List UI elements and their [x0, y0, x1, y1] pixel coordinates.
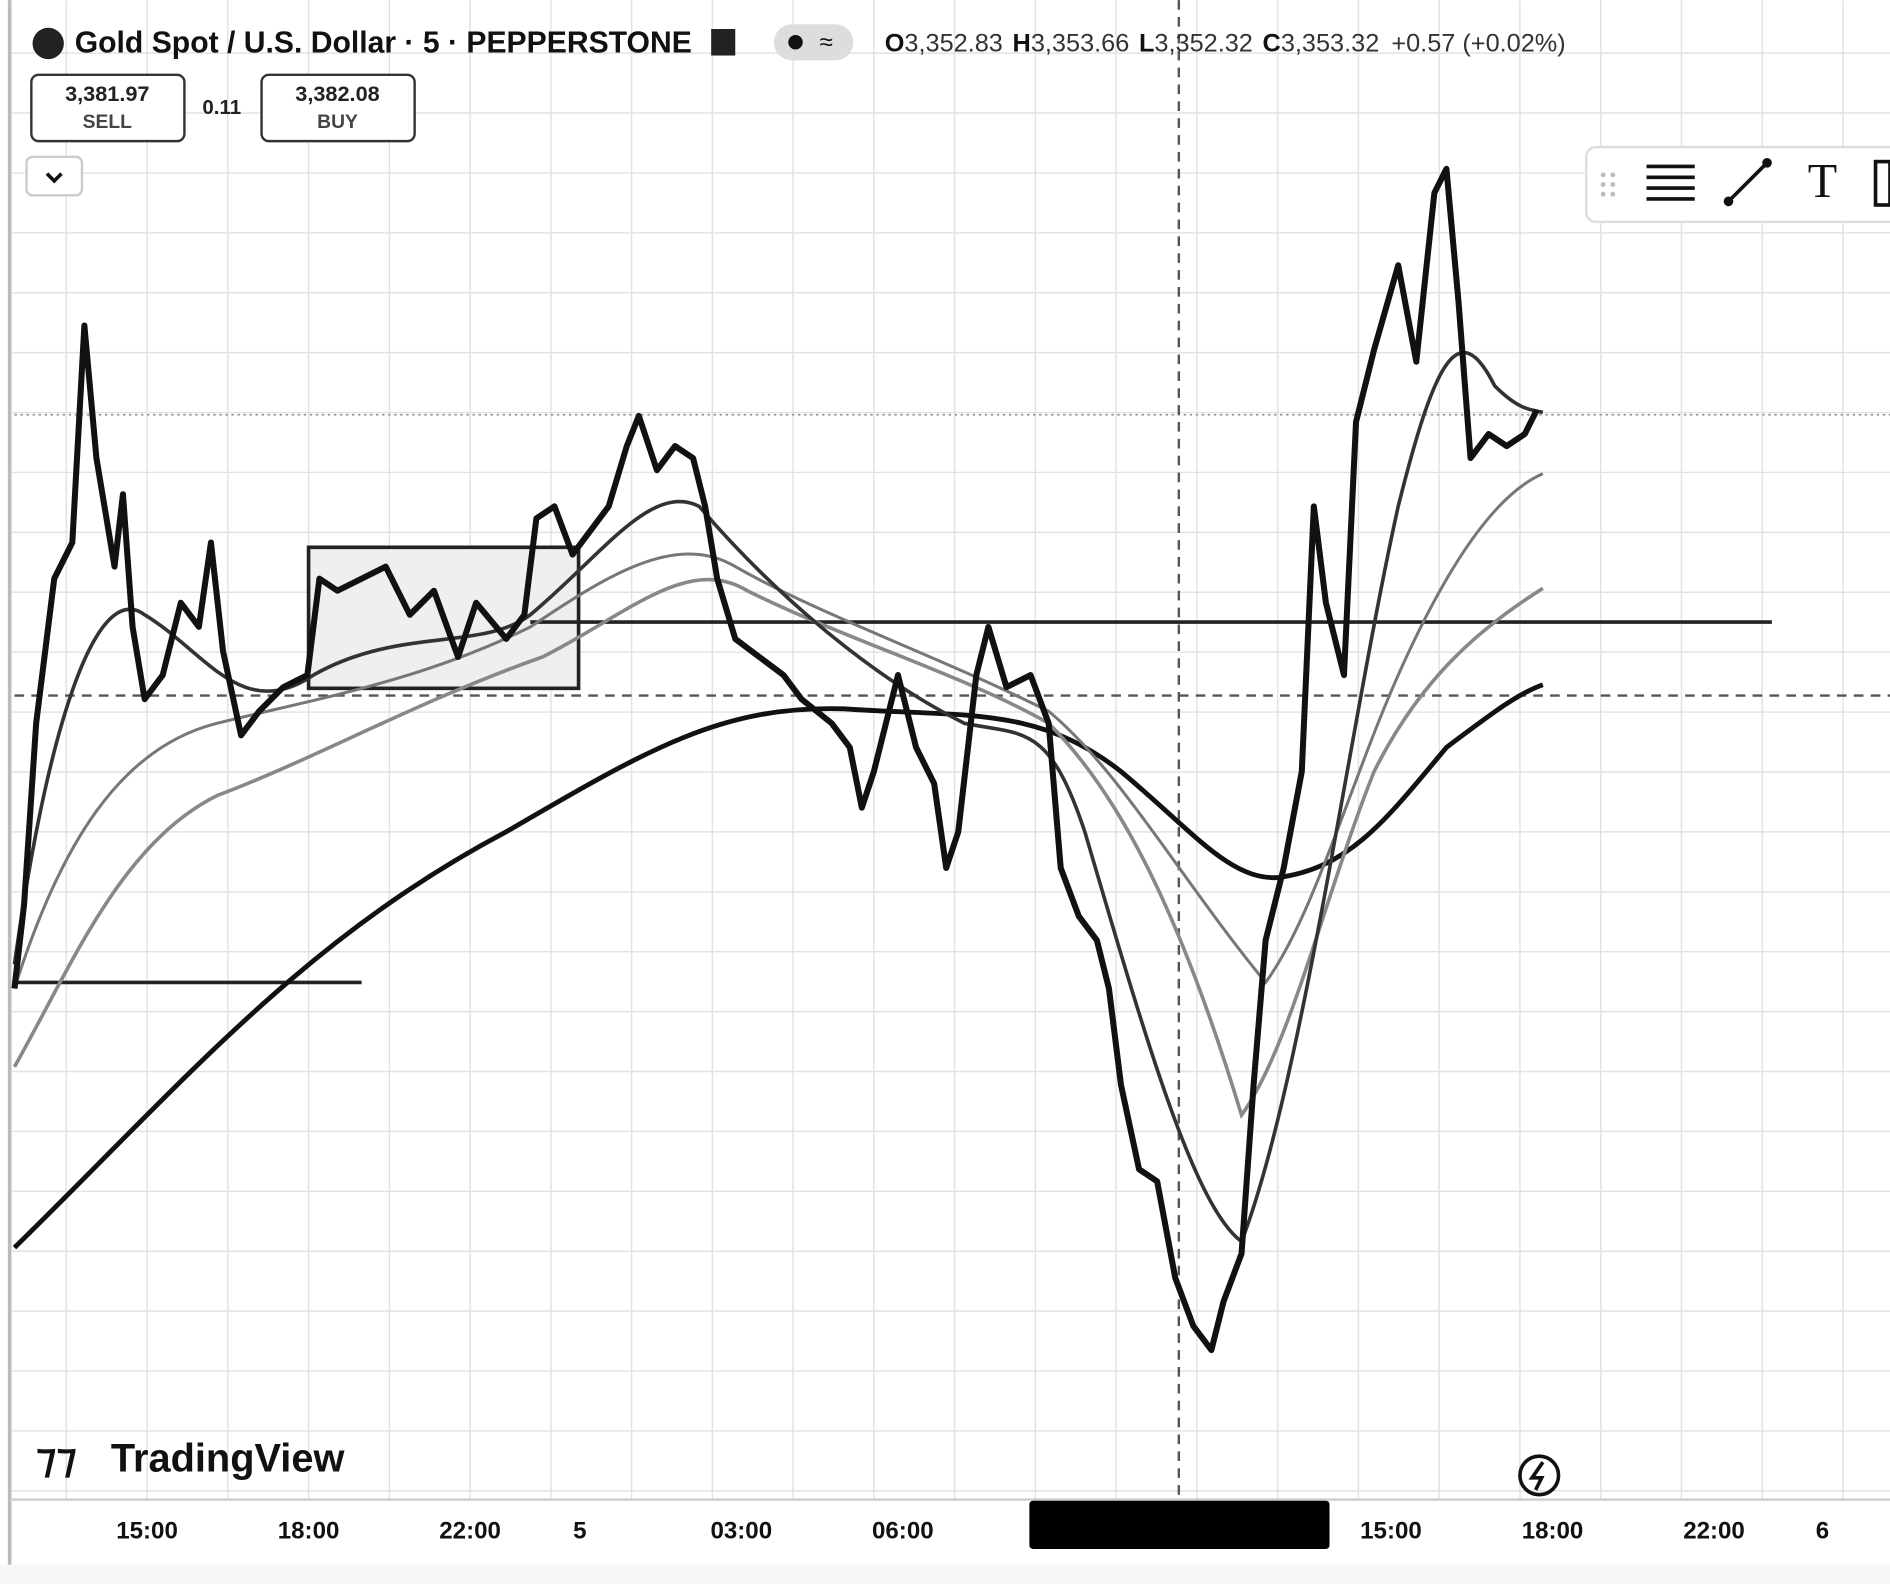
lightning-icon: [1528, 1461, 1545, 1491]
ohlc-key: C: [1263, 29, 1281, 57]
buy-label: BUY: [317, 112, 358, 133]
time-label: 15:00: [1360, 1517, 1422, 1544]
time-label: 22:00: [439, 1517, 501, 1544]
flag-icon[interactable]: [711, 29, 736, 56]
buy-price: 3,382.08: [295, 81, 379, 106]
tv-logo-mark: ⁊⁊: [36, 1435, 77, 1481]
measure-tool[interactable]: [1873, 159, 1890, 207]
drag-handle[interactable]: [1600, 172, 1616, 197]
symbol-logo: [32, 27, 64, 60]
time-axis: 15:00 18:00 22:00 5 03:00 06:00 15:00 18:00 22:0…: [116, 1517, 1829, 1544]
watermark: TradingView: [111, 1436, 346, 1480]
ohlc-value: 3,352.83: [904, 29, 1002, 57]
time-label: 18:00: [278, 1517, 340, 1544]
sell-label: SELL: [83, 112, 132, 133]
time-label: 22:00: [1683, 1517, 1745, 1544]
ohlc-key: H: [1013, 29, 1031, 57]
moving-average: [13, 472, 1544, 989]
lightning-button[interactable]: [1518, 1454, 1561, 1497]
time-label: 06:00: [872, 1517, 934, 1544]
moving-average: [12, 577, 1544, 1120]
grid: [12, 0, 1890, 1500]
crosshair-time-label: [1029, 1500, 1330, 1549]
text-tool[interactable]: T: [1808, 155, 1837, 208]
symbol-title: Gold Spot / U.S. Dollar · 5 · PEPPERSTON…: [75, 27, 692, 60]
sell-price: 3,381.97: [65, 81, 149, 106]
trendline-tool[interactable]: [1723, 157, 1772, 207]
time-label: 5: [573, 1517, 586, 1544]
chevron-icon: [45, 172, 63, 184]
status-pill[interactable]: [773, 24, 854, 61]
spread: 0.11: [202, 96, 241, 119]
moving-average: [12, 682, 1544, 1250]
time-label: 6: [1816, 1517, 1829, 1544]
status-icon: ≈: [820, 29, 833, 56]
price-change: +0.57 (+0.02%): [1391, 29, 1565, 57]
ohlc-value: 3,352.32: [1154, 29, 1252, 57]
ohlc: O3,352.83 H3,353.66 L3,352.32 C3,353.32 +0.5…: [885, 29, 1566, 57]
ohlc-key: L: [1139, 29, 1154, 57]
bottom-bar: [0, 1564, 1890, 1584]
time-label: 15:00: [116, 1517, 178, 1544]
time-label: 03:00: [710, 1517, 772, 1544]
buy-button[interactable]: [260, 73, 416, 143]
drawing-toolbar: [1585, 145, 1890, 224]
status-dot: [788, 35, 803, 50]
price-candles: [11, 165, 1540, 1354]
ohlc-value: 3,353.66: [1031, 29, 1129, 57]
time-label: 18:00: [1522, 1517, 1584, 1544]
collapse-button[interactable]: [25, 155, 84, 197]
ohlc-key: O: [885, 29, 905, 57]
ohlc-value: 3,353.32: [1281, 29, 1379, 57]
fib-tool[interactable]: [1646, 164, 1695, 201]
sell-button[interactable]: [30, 73, 186, 143]
